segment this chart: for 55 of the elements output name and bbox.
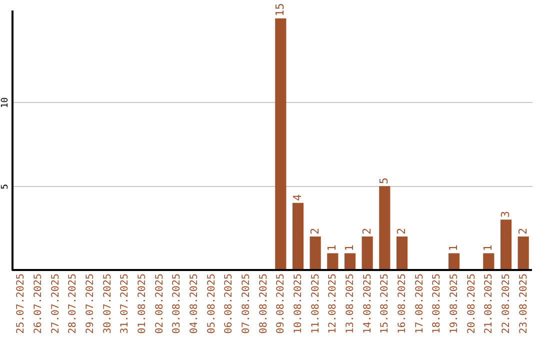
x-tick-label: 20.08.2025 (466, 274, 478, 334)
x-tick-label: 23.08.2025 (518, 274, 530, 334)
x-tick-label: 08.08.2025 (258, 274, 270, 334)
data-label: 2 (308, 228, 322, 234)
x-tick-label: 03.08.2025 (172, 274, 183, 334)
x-tick-label: 16.08.2025 (397, 274, 408, 334)
x-tick-label: 15.08.2025 (380, 274, 391, 334)
data-label: 3 (499, 211, 512, 218)
bar (518, 236, 529, 270)
x-tick-label: 12.08.2025 (328, 274, 339, 334)
x-tick-label: 04.08.2025 (189, 274, 200, 334)
x-tick-label: 27.07.2025 (50, 274, 62, 334)
x-tick-label: 09.08.2025 (276, 274, 287, 334)
data-label: 5 (378, 178, 391, 184)
data-label: 1 (326, 244, 339, 252)
x-tick-label: 30.07.2025 (102, 274, 114, 334)
bar (292, 202, 304, 270)
x-tick-label: 22.08.2025 (501, 274, 512, 334)
x-tick-label: 17.08.2025 (414, 274, 426, 334)
data-label: 1 (482, 244, 495, 252)
data-label: 4 (291, 194, 304, 201)
bar (448, 253, 460, 270)
x-tick-label: 11.08.2025 (310, 274, 322, 334)
bar (362, 236, 373, 270)
bar (275, 18, 286, 270)
x-tick-label: 02.08.2025 (154, 274, 166, 334)
bar (310, 236, 321, 270)
y-tick-label: 10 (0, 97, 10, 108)
data-label: 2 (360, 228, 374, 234)
data-label: 2 (395, 228, 408, 234)
bar (500, 220, 512, 270)
x-tick-label: 18.08.2025 (432, 274, 443, 334)
data-label: 1 (447, 244, 460, 252)
x-tick-label: 31.07.2025 (120, 274, 131, 334)
x-tick-label: 05.08.2025 (206, 274, 218, 334)
data-label: 15 (274, 3, 287, 16)
data-label: 1 (343, 244, 356, 252)
x-tick-label: 06.08.2025 (224, 274, 235, 334)
data-label: 2 (516, 228, 530, 234)
x-tick-label: 13.08.2025 (345, 274, 356, 334)
x-tick-label: 29.07.2025 (85, 274, 96, 334)
x-tick-label: 26.07.2025 (33, 274, 44, 334)
x-tick-label: 19.08.2025 (449, 274, 460, 334)
x-tick-label: 25.07.2025 (16, 274, 27, 334)
x-tick-label: 10.08.2025 (293, 274, 304, 334)
bar (379, 186, 390, 270)
x-tick-label: 14.08.2025 (362, 274, 374, 334)
bar (483, 253, 494, 270)
x-tick-label: 01.08.2025 (137, 274, 148, 334)
x-tick-label: 07.08.2025 (241, 274, 252, 334)
bar (344, 253, 356, 270)
bar (327, 253, 338, 270)
x-tick-label: 28.07.2025 (68, 274, 79, 334)
bar (396, 236, 408, 270)
x-tick-label: 21.08.2025 (484, 274, 495, 334)
